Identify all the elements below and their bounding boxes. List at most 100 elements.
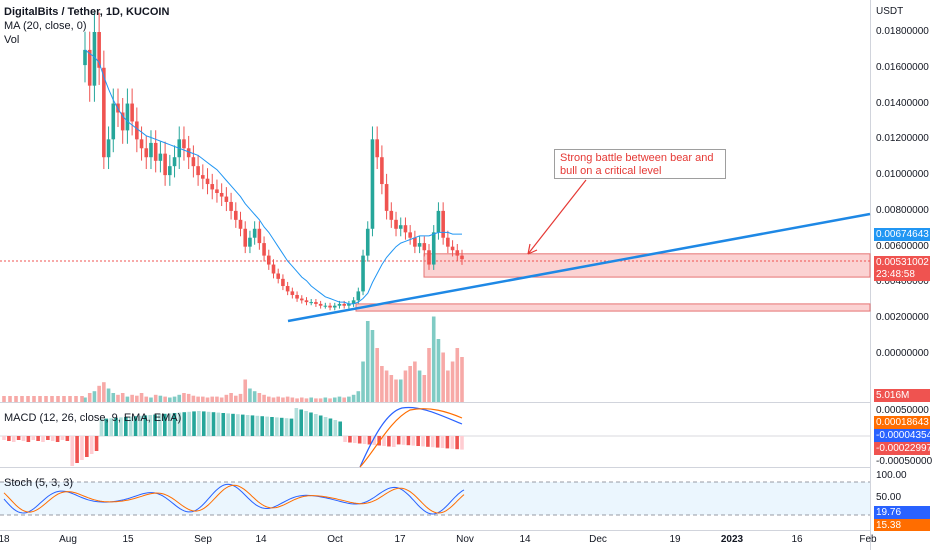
macd-histogram-bar [255,415,260,436]
volume-bar [80,396,84,402]
candle [252,228,257,238]
macd-histogram-bar [119,417,123,436]
candle [182,139,186,149]
candle [130,103,134,122]
volume-bar [337,396,342,402]
macd-legend[interactable]: MACD (12, 26, close, 9, EMA, EMA) [4,412,182,424]
candle [417,243,422,247]
candle [149,142,153,158]
candle [398,225,403,229]
macd-histogram-bar [382,436,386,446]
volume-bar [205,397,210,402]
macd-histogram-bar [70,436,75,466]
macd-signal-tag: 0.00018643 [874,416,930,429]
volume-bar [455,348,460,402]
macd-histogram-bar [153,414,157,436]
volume-bar [168,397,172,402]
support-zone [355,303,871,312]
volume-bar [135,395,139,402]
y-tick-label: 0.01000000 [876,169,929,181]
volume-legend[interactable]: Vol [4,34,20,46]
candle [380,157,384,185]
candle [257,228,262,244]
stoch-legend[interactable]: Stoch (5, 3, 3) [4,477,74,489]
trendline [287,212,871,323]
candle [328,305,332,308]
volume-bar [8,396,12,402]
candle [323,305,328,307]
volume-bar [252,391,257,402]
volume-tag: 5.016M [874,389,930,402]
macd-histogram-bar [367,436,372,445]
macd-histogram-bar [197,411,201,436]
macd-histogram-bar [245,415,250,436]
candle [172,157,177,167]
macd-histogram-bar [211,412,216,436]
macd-histogram-bar [275,417,279,436]
volume-bar [44,396,48,402]
pane-separator-macd [0,467,870,468]
volume-bar [210,396,215,402]
volume-bar [224,394,229,402]
symbol-legend[interactable]: DigitalBits / Tether, 1D, KUCOIN [4,6,170,18]
annotation-arrow [527,179,587,255]
macd-hist-tag: -0.00022997 [874,442,932,455]
stoch-k-line [3,483,465,515]
volume-bar [450,361,455,402]
candle [365,228,370,256]
volume-bar [380,366,384,402]
volume-bar [356,391,361,402]
macd-histogram-bar [124,417,128,436]
x-tick-label: 17 [394,534,406,545]
macd-histogram-bar [289,418,294,436]
macd-histogram-bar [167,413,172,436]
ma-legend[interactable]: MA (20, close, 0) [4,20,87,32]
volume-bar [111,393,116,402]
macd-histogram-bar [46,436,50,440]
macd-histogram-bar [391,436,396,447]
volume-bar [102,382,106,402]
y-tick-label: 0.01400000 [876,97,929,109]
volume-bar [295,398,299,402]
volume-bar [172,396,177,402]
macd-histogram-bar [192,411,196,436]
candle [309,302,313,304]
pane-separator-volume [0,402,870,403]
macd-histogram-bar [279,417,284,436]
candle [295,294,299,299]
volume-bar [106,388,111,402]
macd-histogram-bar [143,415,148,436]
macd-histogram-bar [343,436,347,442]
candle [290,291,295,295]
volume-bar [304,398,309,402]
volume-bar [14,396,18,402]
volume-bar [446,370,450,402]
volume-bar [281,397,285,402]
candle [441,210,445,238]
moving-average-line [84,49,462,305]
y-tick-label: 0.01800000 [876,26,929,37]
last-price-tag: 0.00531002 [874,256,930,269]
candle [361,255,365,292]
macd-histogram-bar [421,436,425,447]
volume-bar [276,396,281,402]
macd-histogram-bar [89,436,94,454]
macd-histogram-bar [450,436,455,449]
candle [229,201,233,211]
volume-bar [436,339,441,402]
volume-bar [201,396,205,402]
macd-histogram-bar [85,436,89,457]
macd-histogram-bar [284,418,289,436]
volume-bar [413,361,417,402]
macd-histogram-bar [11,436,16,442]
stoch-k-tag: 19.76 [874,506,930,519]
candle [243,228,248,247]
candle [446,237,450,247]
annotation-callout[interactable]: Strong battle between bear and bull on a… [554,149,726,179]
pane-separator-stoch [0,530,870,531]
macd-histogram-bar [148,415,152,436]
candle [102,67,106,158]
x-tick-label: Feb [859,534,877,545]
